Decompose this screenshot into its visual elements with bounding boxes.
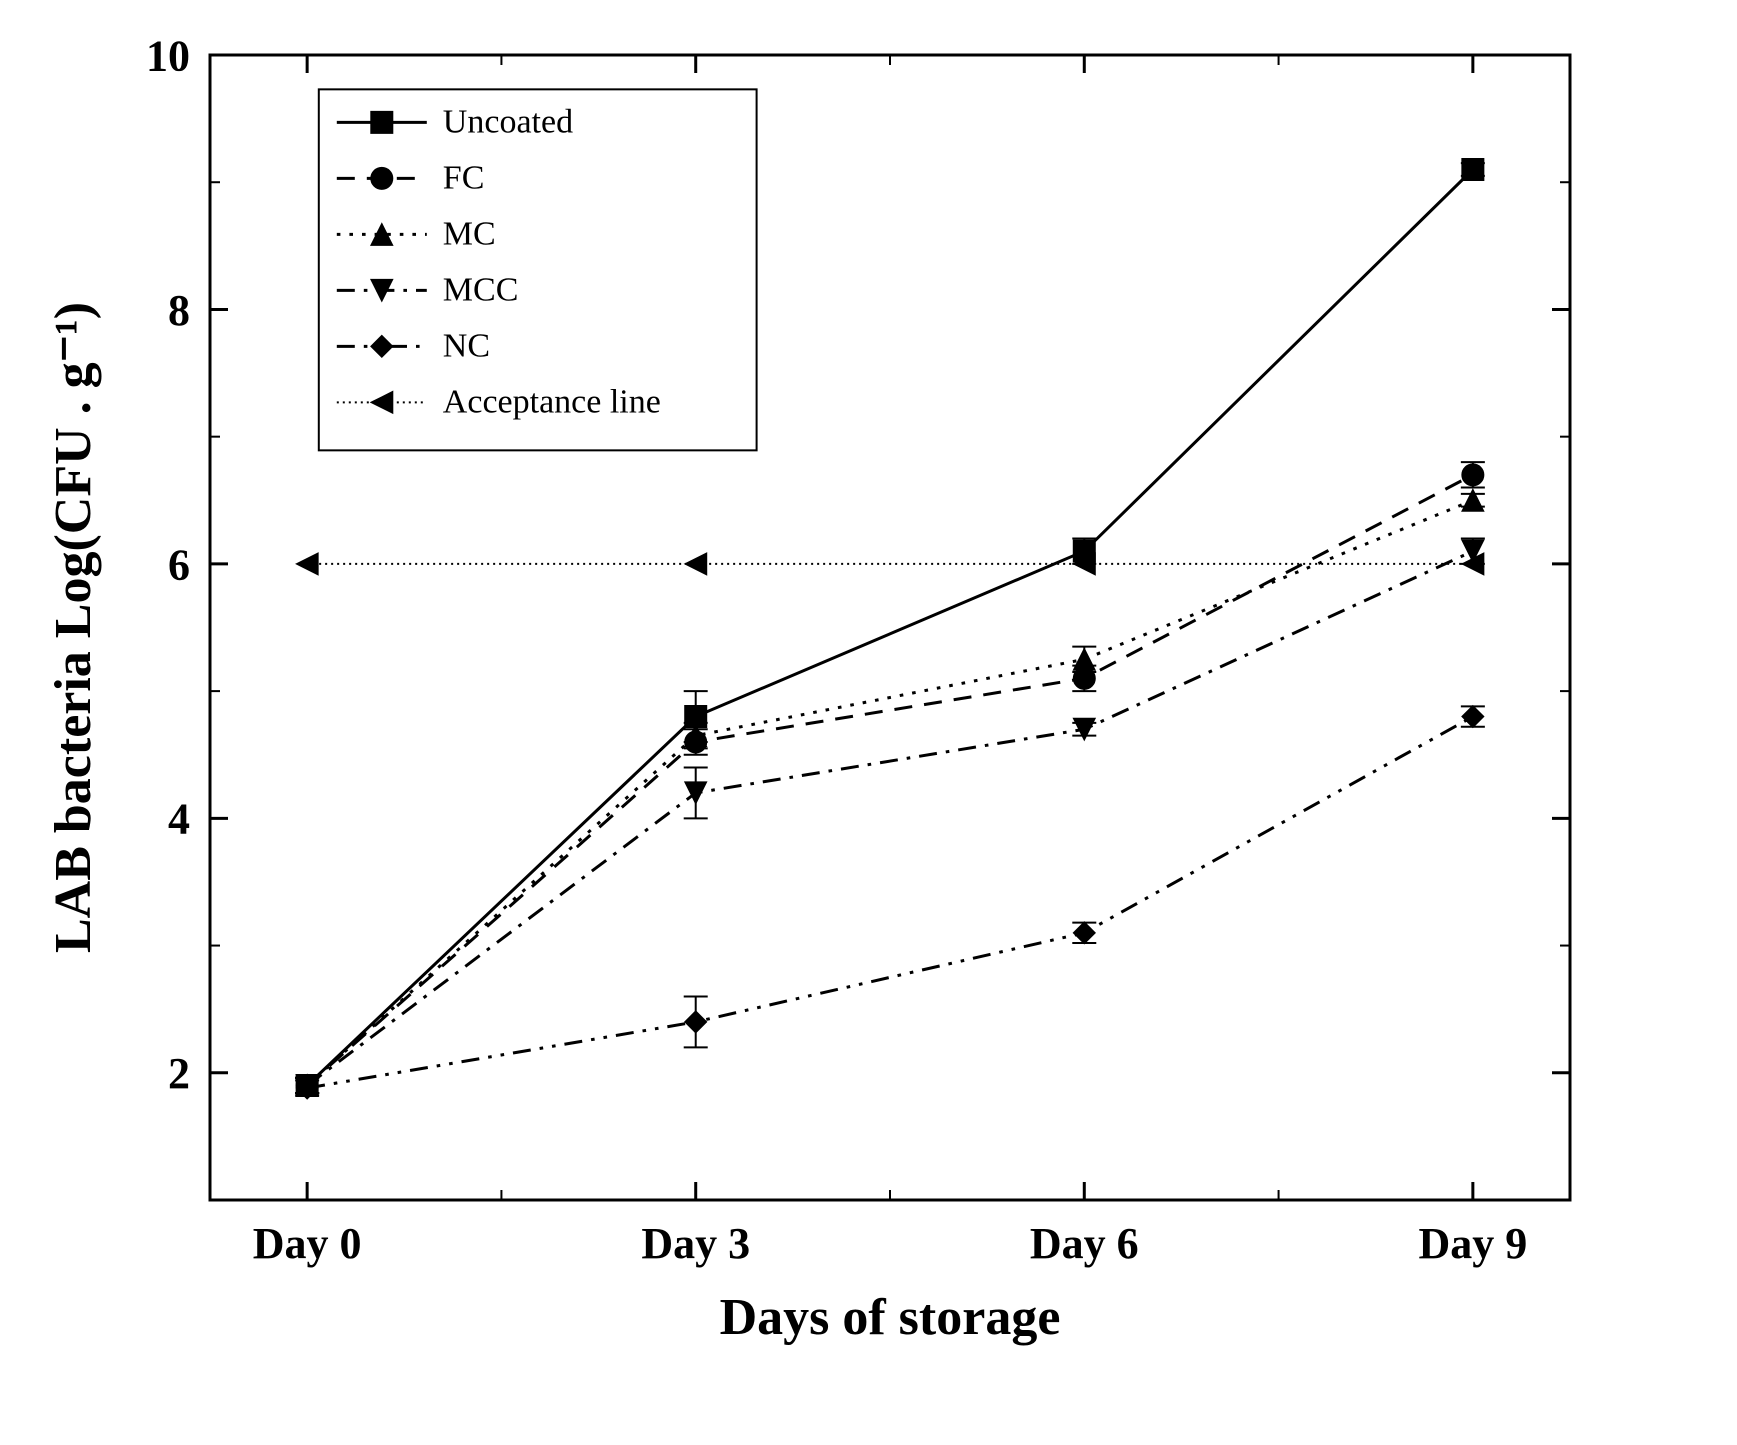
y-tick-label: 10 [146, 31, 190, 80]
legend-label: Acceptance line [443, 384, 661, 421]
series-acceptance-line [296, 553, 1484, 575]
legend-label: FC [443, 160, 485, 197]
series-fc [295, 462, 1485, 1096]
series-mc [295, 489, 1485, 1096]
x-tick-label: Day 6 [1030, 1219, 1139, 1268]
legend-label: Uncoated [443, 104, 573, 141]
legend-label: MCC [443, 272, 519, 309]
y-tick-label: 6 [168, 540, 190, 589]
y-tick-label: 4 [168, 795, 190, 844]
y-tick-label: 2 [168, 1049, 190, 1098]
legend-label: MC [443, 216, 496, 253]
legend-label: NC [443, 328, 490, 365]
x-axis-label: Days of storage [720, 1289, 1061, 1346]
x-tick-label: Day 3 [641, 1219, 750, 1268]
legend: Uncoated FC MC MCC NC Acceptance line [319, 89, 757, 450]
x-tick-label: Day 0 [253, 1219, 362, 1268]
series-nc [295, 706, 1485, 1099]
y-tick-label: 8 [168, 286, 190, 335]
chart-container: Day 0 Day 3 Day 6 Day 9 2 4 6 8 10 Days of storag… [0, 0, 1737, 1445]
series-mcc [295, 538, 1485, 1096]
line-chart: Day 0 Day 3 Day 6 Day 9 2 4 6 8 10 Days of storag… [0, 0, 1737, 1445]
x-tick-label: Day 9 [1418, 1219, 1527, 1268]
y-axis-label: LAB bacteria Log(CFU . g⁻¹) [45, 302, 102, 953]
